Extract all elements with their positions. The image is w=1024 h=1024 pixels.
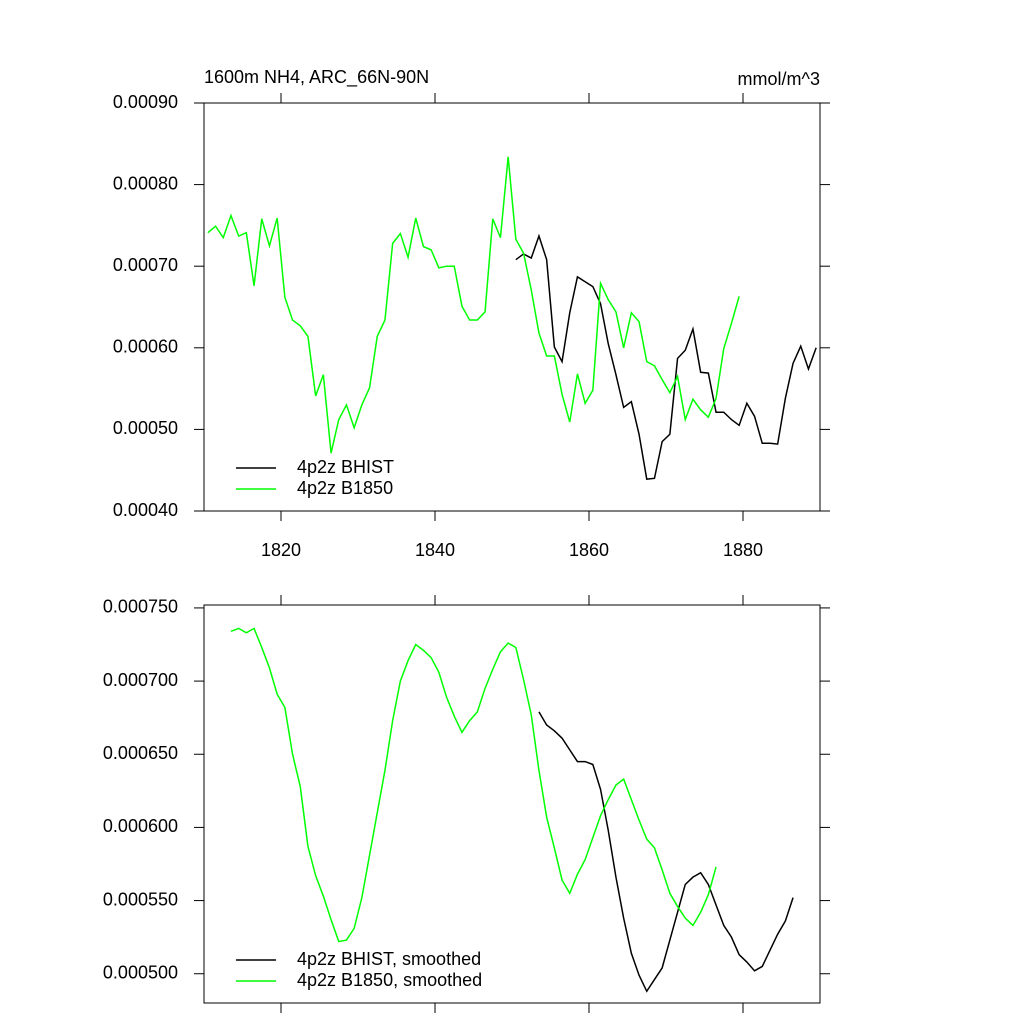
y-tick-label: 0.000600 (103, 816, 178, 836)
series-line (515, 233, 817, 481)
y-tick-label: 0.000500 (103, 962, 178, 982)
x-tick-label: 1860 (569, 540, 609, 560)
x-tick-label: 1880 (723, 540, 763, 560)
x-tick-label: 1820 (261, 540, 301, 560)
series-line (207, 156, 740, 454)
y-tick-label: 0.00060 (113, 337, 178, 357)
legend-label: 4p2z B1850 (297, 478, 393, 498)
series-line (538, 711, 794, 993)
series-line (230, 627, 717, 943)
legend-label: 4p2z BHIST, smoothed (297, 949, 481, 969)
units-label: mmol/m^3 (738, 69, 820, 89)
y-tick-label: 0.000550 (103, 889, 178, 909)
y-tick-label: 0.00090 (113, 92, 178, 112)
y-tick-label: 0.000750 (103, 597, 178, 617)
y-tick-label: 0.00050 (113, 418, 178, 438)
y-tick-label: 0.000700 (103, 670, 178, 690)
legend-label: 4p2z BHIST (297, 457, 394, 477)
legend-label: 4p2z B1850, smoothed (297, 970, 482, 990)
x-tick-label: 1840 (415, 540, 455, 560)
y-tick-label: 0.000650 (103, 743, 178, 763)
plot-frame (203, 102, 821, 512)
plot-frame (203, 604, 821, 1004)
y-tick-label: 0.00070 (113, 255, 178, 275)
chart-title: 1600m NH4, ARC_66N-90N (204, 67, 429, 88)
y-tick-label: 0.00080 (113, 173, 178, 193)
y-tick-label: 0.00040 (113, 500, 178, 520)
